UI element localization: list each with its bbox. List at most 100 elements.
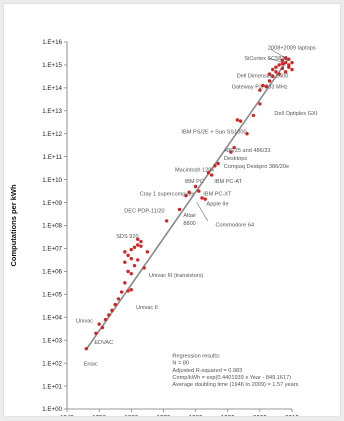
annotation-label: Univac [76, 319, 93, 325]
y-tick-label: 1.E+11 [43, 154, 63, 161]
trend-line [85, 57, 290, 350]
data-point [280, 66, 285, 71]
data-point [129, 271, 133, 276]
data-point [229, 150, 233, 154]
axes [64, 41, 293, 412]
data-point [290, 60, 294, 65]
data-point [129, 288, 133, 292]
data-point [184, 193, 188, 198]
data-point [206, 171, 211, 175]
data-point [200, 196, 204, 200]
data-point [132, 263, 137, 268]
data-point [110, 308, 114, 313]
y-tick-label: 1.E+14 [42, 85, 62, 92]
data-point [238, 119, 243, 123]
y-tick-label: 1.E+13 [42, 108, 62, 115]
x-tick-label: 1990 [221, 415, 235, 417]
regression-line: Average doubling time (1946 to 2009) = 1… [172, 382, 298, 388]
data-point [213, 164, 217, 168]
annotation-label: Compaq Deskpro 386/20e [224, 164, 289, 170]
annotation-label: Univac III (transistors) [149, 273, 204, 279]
x-tick-label: 1960 [124, 415, 138, 417]
data-point [129, 247, 133, 252]
data-point [280, 58, 285, 63]
data-point [119, 290, 124, 294]
y-tick-label: 1.E+09 [42, 200, 62, 207]
data-point [258, 88, 262, 92]
y-tick-label: 1.E+00 [42, 406, 62, 413]
data-point [97, 322, 101, 326]
data-point [287, 65, 291, 69]
annotations: 2008+2009 laptops SiCortex SC5832 Dell Dim… [76, 46, 318, 368]
data-point [136, 258, 140, 262]
data-point [274, 65, 278, 69]
data-point [145, 250, 150, 254]
y-tick-label: 1.E+02 [42, 360, 62, 367]
data-point [267, 72, 272, 76]
regression-line: N = 80 [172, 361, 189, 367]
data-point [116, 297, 121, 301]
data-points [84, 56, 294, 351]
data-point [132, 245, 137, 249]
annotation-label: Altair [183, 213, 196, 219]
annotation-label: Commodore 64 [216, 222, 255, 228]
data-point [283, 60, 288, 65]
x-tick-label: 2010 [285, 415, 299, 417]
regression-line: Adjusted R-squared = 0.983 [172, 368, 242, 374]
annotation-label: Eniac [84, 362, 98, 368]
y-tick-label: 1.E+03 [42, 337, 62, 344]
annotation-arrow [267, 57, 285, 64]
data-point [283, 70, 288, 74]
data-point [139, 239, 143, 244]
trend-line-layer [85, 57, 290, 350]
chart-card: 1.E+00 1.E+01 1.E+02 1.E+03 1.E+04 1.E+05 1.E+… [4, 4, 340, 421]
data-point [290, 67, 294, 72]
y-axis-label: Computations per kWh [9, 184, 18, 267]
regression-line: Comp/kWh = exp(0.4401939 x Year - 849.16… [172, 375, 291, 381]
annotation-arrow [196, 202, 209, 222]
annotation-label: 2008+2009 laptops [268, 46, 316, 52]
data-point [142, 266, 146, 270]
data-point [277, 63, 281, 67]
annotation-label: SDS 920 [116, 234, 138, 240]
annotation-label: DEC PDP-11/20 [124, 209, 164, 215]
data-point [283, 56, 288, 60]
data-point [187, 190, 191, 194]
y-tick-label: 1.E+08 [42, 223, 62, 230]
data-point [232, 145, 236, 150]
annotation-label: Cray 1 supercomputer [140, 191, 195, 197]
data-point [203, 197, 207, 201]
annotation-label: IBM PC-AT [214, 179, 242, 185]
data-point [267, 79, 272, 83]
y-tick-label: 1.E+05 [42, 292, 62, 299]
data-point [113, 302, 117, 307]
data-point [280, 62, 285, 66]
data-point [274, 70, 278, 74]
annotation-label: 486/25 and 486/33 [224, 148, 271, 154]
x-tick-label: 1980 [189, 415, 203, 417]
data-point [271, 74, 275, 79]
y-tick-label: 1.E+04 [42, 314, 62, 321]
data-point [126, 269, 130, 274]
data-point [123, 281, 127, 285]
annotation-label: Gateway P3, 733 MHz [232, 85, 288, 91]
scatter-chart: 1.E+00 1.E+01 1.E+02 1.E+03 1.E+04 1.E+05 1.E+… [9, 39, 318, 421]
x-tick-labels: 1940 1950 1960 1970 1980 1990 2000 2010 [60, 415, 299, 421]
data-point [103, 317, 108, 322]
data-point [251, 113, 256, 118]
data-point [126, 253, 130, 258]
data-point [216, 161, 220, 166]
annotation-label: Dell Dimension 2400 [237, 73, 289, 79]
annotation-label: Desktops [224, 156, 248, 162]
data-point [261, 83, 265, 88]
annotation-label: IBM PS/2E + Sun SS1000 [181, 129, 246, 135]
y-tick-label: 1.E+01 [42, 383, 62, 390]
data-point [197, 189, 201, 193]
annotation-label: EDVAC [94, 340, 113, 346]
data-point [126, 289, 130, 293]
annotation-label: Macintosh 128k [175, 167, 214, 173]
data-point [264, 85, 268, 89]
data-point [164, 219, 169, 223]
y-tick-label: 1.E+15 [42, 62, 62, 69]
